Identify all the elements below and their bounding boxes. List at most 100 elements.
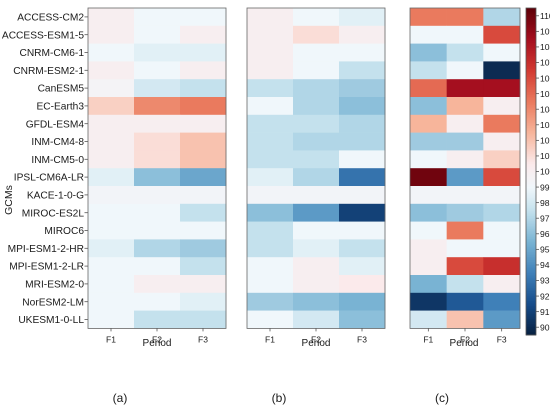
- heatmap-cell: [134, 43, 181, 62]
- heatmap-cell: [483, 79, 521, 98]
- model-label: NorESM2-LM: [22, 297, 84, 308]
- colorbar-segment: [526, 266, 536, 269]
- colorbar-segment: [526, 207, 536, 210]
- colorbar-segment: [526, 48, 536, 51]
- heatmap-cell: [293, 132, 340, 151]
- heatmap-cell: [180, 25, 227, 44]
- heatmap-cell: [410, 114, 447, 133]
- colorbar-segment: [526, 50, 536, 53]
- heatmap-cell: [293, 221, 340, 240]
- colorbar-segment: [526, 94, 536, 97]
- heatmap-cell: [483, 257, 521, 276]
- colorbar-segment: [526, 158, 536, 161]
- heatmap-cell: [410, 275, 447, 294]
- colorbar-tick-label: 107: [540, 58, 550, 68]
- model-label: EC-Earth3: [36, 102, 84, 113]
- heatmap-cell: [293, 61, 340, 80]
- heatmap-cell: [483, 43, 521, 62]
- colorbar-segment: [526, 164, 536, 167]
- colorbar-tick-label: 106: [540, 73, 550, 83]
- colorbar-segment: [526, 70, 536, 73]
- colorbar-segment: [526, 264, 536, 267]
- colorbar-segment: [526, 52, 536, 55]
- colorbar-segment: [526, 35, 536, 38]
- heatmap-cell: [293, 25, 340, 44]
- colorbar-segment: [526, 163, 536, 166]
- heatmap-cell: [247, 257, 294, 276]
- colorbar-segment: [526, 68, 536, 71]
- colorbar-segment: [526, 267, 536, 271]
- colorbar-segment: [526, 307, 536, 310]
- colorbar-segment: [526, 277, 536, 280]
- heatmap-cell: [483, 61, 521, 80]
- colorbar-segment: [526, 22, 536, 25]
- heatmap-cell: [483, 310, 521, 329]
- colorbar-segment: [526, 317, 536, 320]
- panel-label-a: (a): [113, 391, 128, 405]
- colorbar-segment: [526, 240, 536, 243]
- heatmap-cell: [88, 97, 135, 116]
- model-label: ACCESS-ESM1-5: [2, 30, 84, 41]
- colorbar-segment: [526, 140, 536, 143]
- colorbar-segment: [526, 178, 536, 181]
- colorbar-segment: [526, 209, 536, 212]
- colorbar-segment: [526, 279, 536, 282]
- colorbar-segment: [526, 102, 536, 105]
- panel-label-c: (c): [435, 391, 449, 405]
- colorbar-segment: [526, 333, 536, 336]
- colorbar-tick-label: 99: [540, 182, 550, 192]
- colorbar-segment: [526, 124, 536, 127]
- colorbar-segment: [526, 325, 536, 328]
- colorbar-segment: [526, 191, 536, 194]
- heatmap-cell: [410, 310, 447, 329]
- colorbar-segment: [526, 47, 536, 50]
- colorbar-segment: [526, 196, 536, 199]
- heatmap-cell: [339, 61, 386, 80]
- colorbar-segment: [526, 303, 536, 306]
- colorbar-segment: [526, 292, 536, 295]
- colorbar-segment: [526, 210, 536, 213]
- colorbar-segment: [526, 197, 536, 200]
- heatmap-cell: [88, 79, 135, 98]
- heatmap-cell: [410, 61, 447, 80]
- colorbar-segment: [526, 245, 536, 248]
- colorbar-tick-label: 92: [540, 291, 550, 301]
- colorbar-segment: [526, 27, 536, 30]
- period-tick-label: F1: [265, 334, 275, 344]
- heatmap-cell: [247, 132, 294, 151]
- colorbar-segment: [526, 312, 536, 315]
- colorbar-segment: [526, 79, 536, 82]
- colorbar-tick-label: 100: [540, 167, 550, 177]
- colorbar-segment: [526, 300, 536, 303]
- colorbar-segment: [526, 153, 536, 156]
- heatmap-cell: [293, 203, 340, 222]
- colorbar-segment: [526, 285, 536, 288]
- colorbar-segment: [526, 192, 536, 195]
- colorbar-segment: [526, 130, 536, 133]
- heatmap-cell: [293, 186, 340, 205]
- colorbar-segment: [526, 37, 536, 40]
- heatmap-cell: [293, 168, 340, 187]
- heatmap-cell: [88, 61, 135, 80]
- heatmap-cell: [134, 61, 181, 80]
- colorbar-segment: [526, 189, 536, 192]
- colorbar-segment: [526, 276, 536, 279]
- colorbar-segment: [526, 66, 536, 69]
- colorbar-segment: [526, 212, 536, 215]
- colorbar-tick-label: 104: [540, 104, 550, 114]
- colorbar-segment: [526, 302, 536, 305]
- heatmap-cell: [410, 221, 447, 240]
- heatmap-cell: [339, 257, 386, 276]
- heatmap-cell: [446, 221, 484, 240]
- heatmap-cell: [134, 186, 181, 205]
- colorbar-segment: [526, 199, 536, 202]
- colorbar-segment: [526, 112, 536, 115]
- colorbar-segment: [526, 235, 536, 238]
- heatmap-cell: [293, 114, 340, 133]
- colorbar-segment: [526, 269, 536, 272]
- colorbar-segment: [526, 29, 536, 32]
- heatmap-cell: [339, 114, 386, 133]
- colorbar-segment: [526, 40, 536, 43]
- colorbar-segment: [526, 284, 536, 287]
- heatmap-cell: [446, 292, 484, 311]
